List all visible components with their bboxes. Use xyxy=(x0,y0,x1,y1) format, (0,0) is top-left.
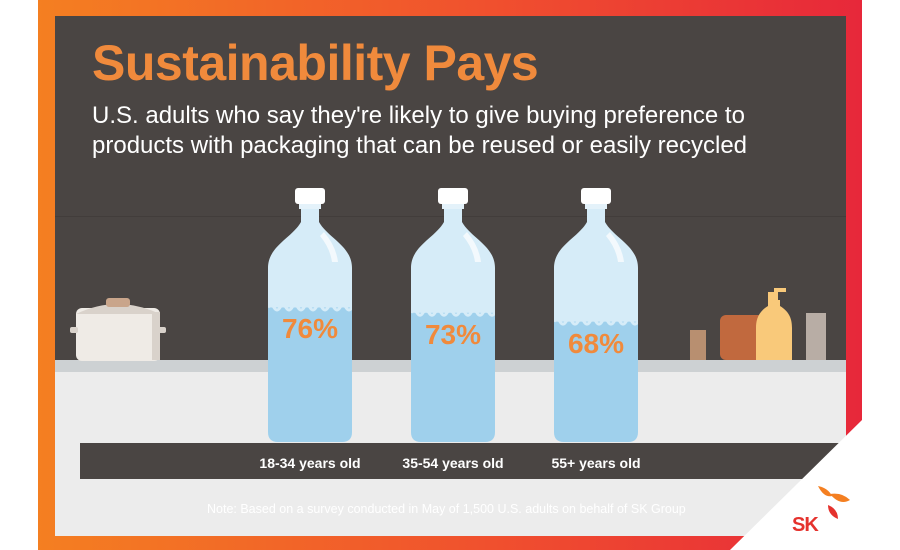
page-subtitle: U.S. adults who say they're likely to gi… xyxy=(92,102,748,159)
page-title: Sustainability Pays xyxy=(92,35,539,91)
water-wave xyxy=(268,303,352,312)
value-label-1: 76% xyxy=(281,313,339,345)
water-fill-bar xyxy=(411,312,495,442)
bottle-neck xyxy=(585,201,607,209)
water-wave xyxy=(411,308,495,317)
category-label-bar xyxy=(80,443,846,479)
bottle-2 xyxy=(411,188,495,442)
bottle-neck xyxy=(442,201,464,209)
brand-logo-text: SK xyxy=(792,514,819,536)
water-fill-bar xyxy=(554,321,638,442)
bottle-neck xyxy=(299,201,321,209)
bottle-highlight xyxy=(606,232,624,262)
bottle-cap xyxy=(438,188,468,204)
value-label-3: 68% xyxy=(567,327,625,359)
bottle-highlight xyxy=(320,232,338,262)
bottle-cap xyxy=(581,188,611,204)
pot-icon xyxy=(70,298,166,361)
category-label-1: 18-34 years old xyxy=(259,455,361,471)
category-label-3: 55+ years old xyxy=(551,455,641,471)
bottle-cap xyxy=(295,188,325,204)
kitchen-items-icon xyxy=(690,288,826,360)
bottles-layer xyxy=(268,188,638,442)
survey-note: Note: Based on a survey conducted in May… xyxy=(207,502,686,516)
water-wave xyxy=(554,317,638,326)
value-label-2: 73% xyxy=(424,318,482,350)
bottle-3 xyxy=(554,188,638,442)
bottle-1 xyxy=(268,188,352,442)
water-fill-bar xyxy=(268,307,352,442)
category-label-2: 35-54 years old xyxy=(402,455,504,471)
bottle-highlight xyxy=(463,232,481,262)
